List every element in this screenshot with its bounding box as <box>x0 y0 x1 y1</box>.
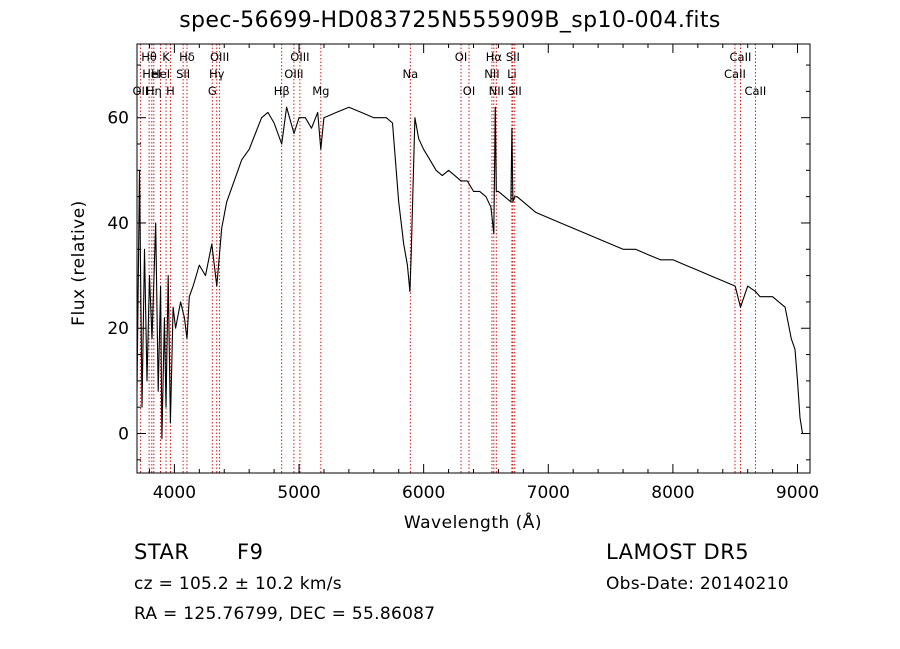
line-marker-label-17: OI <box>455 50 467 64</box>
x-axis: 4000 5000 6000 7000 8000 9000 <box>148 44 819 503</box>
line-marker-label-21: NII <box>489 84 504 98</box>
plot-frame <box>136 43 811 474</box>
line-marker-label-3: Hη <box>146 84 162 98</box>
spectral-line-labels: OIIHθHeIHηHeIKHSIIHδGHγOIIIHβOIIIOIIIMgN… <box>132 50 766 98</box>
x-tick-label-2: 6000 <box>402 483 445 503</box>
line-marker-label-22: Li <box>507 67 517 81</box>
line-marker-label-7: SII <box>176 67 190 81</box>
line-marker-label-14: OIII <box>290 50 309 64</box>
line-marker-label-23: SII <box>506 50 520 64</box>
y-axis-label: Flux (relative) <box>69 200 89 326</box>
y-tick-label-1: 20 <box>107 319 129 339</box>
line-marker-label-1: Hθ <box>141 50 157 64</box>
line-marker-label-9: G <box>208 84 217 98</box>
y-tick-label-0: 0 <box>118 425 129 445</box>
y-axis: 0 20 40 60 <box>107 64 810 461</box>
coordinates: RA = 125.76799, DEC = 55.86087 <box>134 604 436 624</box>
x-tick-label-5: 9000 <box>776 483 819 503</box>
x-tick-label-4: 8000 <box>651 483 694 503</box>
line-marker-label-15: Mg <box>312 84 329 98</box>
chart-title: spec-56699-HD083725N555909B_sp10-004.fit… <box>179 8 721 33</box>
line-marker-label-4: HeI <box>151 67 170 81</box>
line-marker-label-24: SII <box>508 84 522 98</box>
line-marker-label-5: K <box>162 50 170 64</box>
line-marker-label-25: CaII <box>724 67 746 81</box>
observation-date: Obs-Date: 20140210 <box>606 574 789 594</box>
spectral-line-markers <box>139 44 756 473</box>
redshift-velocity: cz = 105.2 ± 10.2 km/s <box>134 574 342 594</box>
line-marker-label-20: Hα <box>486 50 503 64</box>
line-marker-label-19: NII <box>484 67 499 81</box>
x-tick-label-1: 5000 <box>277 483 320 503</box>
x-tick-label-3: 7000 <box>527 483 570 503</box>
object-class-label: STAR <box>134 540 190 564</box>
line-marker-label-2: HeI <box>142 67 161 81</box>
object-subclass-label: F9 <box>237 540 264 564</box>
line-marker-label-13: OIII <box>284 67 303 81</box>
spectrum-line <box>136 106 805 440</box>
line-marker-label-16: Na <box>402 67 418 81</box>
line-marker-label-6: H <box>166 84 175 98</box>
line-marker-label-10: Hγ <box>209 67 225 81</box>
line-marker-label-8: Hδ <box>179 50 195 64</box>
line-marker-label-26: CaII <box>730 50 752 64</box>
line-marker-label-11: OIII <box>210 50 229 64</box>
line-marker-label-12: Hβ <box>274 84 290 98</box>
x-tick-label-0: 4000 <box>153 483 196 503</box>
line-marker-label-27: CaII <box>744 84 766 98</box>
x-axis-label: Wavelength (Å) <box>404 511 542 533</box>
survey-label: LAMOST DR5 <box>606 540 750 564</box>
line-marker-label-18: OI <box>463 84 475 98</box>
y-tick-label-2: 40 <box>107 214 129 234</box>
y-tick-label-3: 60 <box>107 109 129 129</box>
